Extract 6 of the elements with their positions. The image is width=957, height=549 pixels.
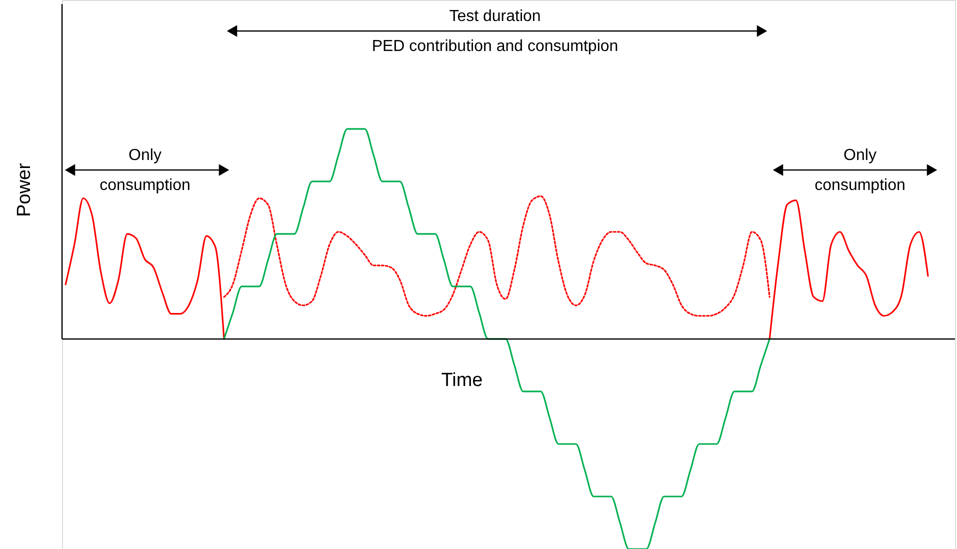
text: PED contribution and consumtpion — [372, 38, 618, 55]
x-axis-title: Time — [441, 370, 483, 391]
text: Test duration — [449, 8, 541, 25]
annotation: Only consumption — [814, 147, 906, 194]
y-axis-title: Power — [14, 162, 35, 217]
annotation: Only consumption — [100, 147, 190, 194]
